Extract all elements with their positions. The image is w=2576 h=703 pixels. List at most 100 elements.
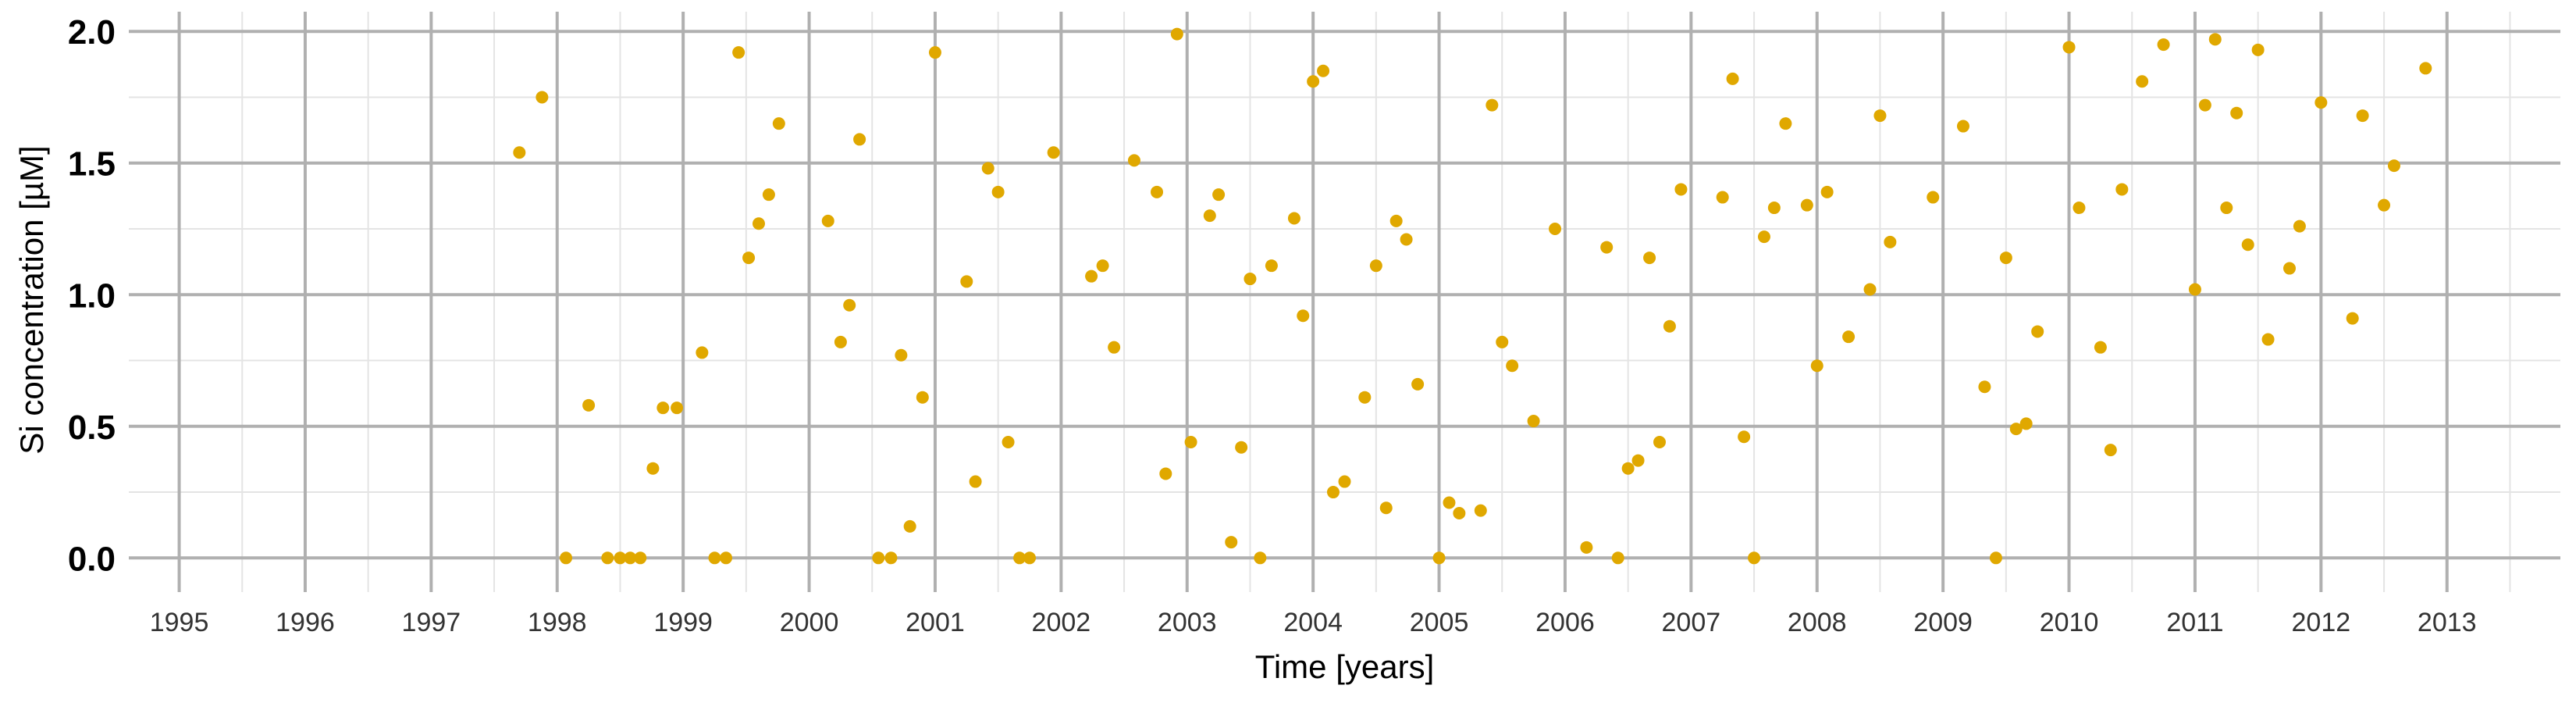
data-point (1151, 185, 1164, 198)
y-tick-label: 1.0 (68, 277, 116, 315)
data-point (969, 475, 982, 488)
data-point (1643, 252, 1656, 265)
data-point (1663, 319, 1676, 333)
data-point (1432, 551, 1446, 565)
data-point (772, 117, 785, 130)
data-point (1611, 551, 1624, 565)
data-point (614, 551, 627, 565)
data-point (853, 133, 866, 146)
data-point (2019, 417, 2033, 430)
x-tick-label: 2007 (1662, 608, 1721, 637)
data-point (1580, 541, 1593, 554)
data-point (1287, 212, 1300, 225)
data-point (916, 391, 929, 404)
minor-gridlines (129, 12, 2560, 592)
data-point (2261, 333, 2275, 346)
y-tick-label: 1.5 (68, 145, 116, 184)
data-point (1989, 551, 2002, 565)
data-point (1411, 377, 1425, 391)
x-tick-label: 2004 (1283, 608, 1343, 637)
data-point (696, 346, 709, 359)
x-tick-label: 2009 (1913, 608, 1973, 637)
data-point (2241, 238, 2254, 252)
x-tick-label: 2011 (2166, 608, 2223, 637)
major-gridlines (129, 12, 2560, 592)
y-axis-label: Si concentration [µM] (13, 145, 50, 454)
data-point (1653, 436, 1666, 448)
data-point (960, 275, 973, 288)
data-point (2251, 43, 2265, 56)
data-point (1873, 109, 1887, 123)
data-point (1013, 551, 1026, 565)
data-point (1527, 415, 1540, 428)
data-point (2157, 38, 2170, 52)
data-point (1002, 436, 1015, 448)
data-point (732, 46, 745, 59)
data-point (2136, 75, 2149, 88)
data-point (1810, 359, 1823, 373)
data-point (1621, 462, 1635, 475)
data-point (1159, 467, 1172, 480)
data-point (2073, 202, 2086, 215)
x-tick-label: 1995 (150, 608, 209, 637)
data-point (656, 401, 670, 415)
data-point (872, 551, 885, 565)
data-point (843, 298, 856, 312)
data-point (2346, 312, 2359, 325)
data-point (1369, 259, 1382, 273)
data-point (1716, 191, 1729, 204)
data-point (1600, 241, 1614, 254)
data-point (535, 91, 549, 104)
data-point (2115, 183, 2129, 196)
data-point (752, 217, 765, 230)
data-point (1297, 309, 1310, 323)
data-point (1485, 98, 1499, 112)
x-tick-label: 1997 (402, 608, 461, 637)
data-point (2188, 283, 2201, 296)
data-point (762, 188, 775, 202)
data-point (2198, 98, 2211, 112)
x-tick-label: 1996 (276, 608, 335, 637)
x-tick-label: 2013 (2418, 608, 2477, 637)
data-point (1820, 185, 1834, 198)
data-point (1800, 198, 1813, 212)
data-point (2104, 444, 2117, 457)
data-point (981, 162, 994, 175)
data-point (2062, 41, 2076, 54)
data-point (2031, 325, 2044, 338)
data-point (1767, 202, 1781, 215)
data-point (884, 551, 898, 565)
data-point (1265, 259, 1278, 273)
data-point (1738, 430, 1751, 444)
data-point (2378, 198, 2391, 212)
data-points (513, 27, 2432, 565)
x-tick-label: 2012 (2292, 608, 2351, 637)
data-point (1235, 441, 1248, 454)
data-point (708, 551, 721, 565)
y-tick-label: 0.5 (68, 409, 116, 447)
data-point (1999, 252, 2012, 265)
data-point (1726, 72, 1739, 85)
data-point (903, 519, 916, 533)
data-point (1317, 64, 1330, 77)
data-point (1085, 269, 1098, 283)
data-point (2094, 341, 2107, 354)
data-point (1170, 27, 1183, 41)
data-point (895, 348, 908, 362)
data-point (1779, 117, 1792, 130)
x-tick-label: 2008 (1788, 608, 1847, 637)
data-point (2009, 423, 2023, 436)
data-point (2356, 109, 2369, 123)
data-point (720, 551, 733, 565)
data-point (1307, 75, 1320, 88)
data-point (2293, 219, 2306, 233)
y-tick-label: 2.0 (68, 13, 116, 52)
data-point (1496, 335, 1509, 348)
x-tick-label: 2006 (1535, 608, 1595, 637)
x-tick-labels: 1995 1996 1997 1998 1999 2000 2001 2002 2003 2004… (150, 608, 2477, 637)
data-point (742, 252, 756, 265)
data-point (1506, 359, 1519, 373)
data-point (1674, 183, 1688, 196)
x-tick-label: 2001 (906, 608, 965, 637)
